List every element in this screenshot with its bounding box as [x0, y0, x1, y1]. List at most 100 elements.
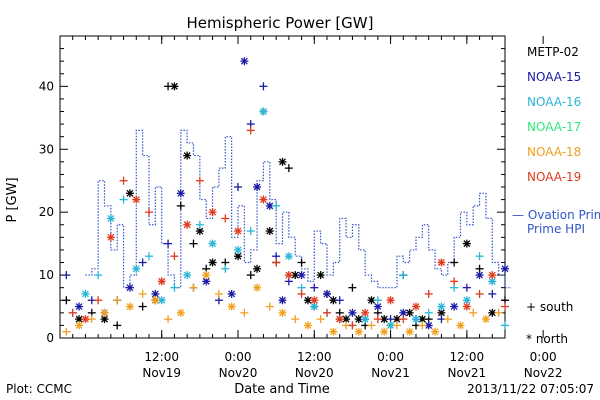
legend: METP-02 NOAA-15 NOAA-16 NOAA-17 NOAA-18 NOAA-… [527, 45, 581, 184]
data-point [278, 308, 287, 317]
star-d2 [183, 152, 191, 160]
star-d2 [488, 277, 496, 285]
data-point [246, 271, 255, 280]
star-d2 [132, 265, 140, 273]
data-point [367, 321, 376, 330]
y-tick-label: 30 [39, 142, 54, 156]
data-point [265, 227, 274, 236]
star-d2 [75, 315, 83, 323]
data-point [424, 308, 433, 317]
data-point [138, 258, 147, 267]
data-point [68, 308, 77, 317]
star-d2 [488, 271, 496, 279]
star-d2 [253, 183, 261, 191]
x-tick-day: Nov21 [371, 366, 410, 380]
star-d2 [298, 271, 306, 279]
data-point [183, 271, 192, 280]
star-d2 [450, 303, 458, 311]
data-point [259, 82, 268, 91]
star-d2 [285, 271, 293, 279]
data-point [437, 258, 446, 267]
data-point [316, 315, 325, 324]
data-point [348, 321, 357, 330]
data-point [284, 271, 293, 280]
series-layer [62, 57, 509, 336]
data-point [303, 296, 312, 305]
data-point [424, 321, 433, 330]
data-point [431, 327, 440, 336]
data-point [183, 220, 192, 229]
star-d2 [463, 296, 471, 304]
star-d2 [183, 271, 191, 279]
star-d2 [209, 259, 217, 266]
star-d2 [437, 303, 445, 311]
star-d2 [437, 259, 445, 266]
data-point [145, 252, 153, 261]
data-point [361, 308, 370, 317]
star-d2 [240, 57, 248, 65]
star-d2 [170, 82, 178, 90]
symbol-legend: + south * north [526, 300, 573, 346]
star-d2 [387, 321, 395, 329]
data-point [113, 296, 122, 305]
star-d2 [259, 196, 267, 204]
data-point [100, 308, 109, 317]
y-tick-label: 40 [39, 79, 54, 93]
data-point [462, 283, 471, 292]
data-point [335, 315, 344, 324]
data-point [475, 252, 484, 261]
data-point [284, 252, 293, 261]
data-point [62, 296, 71, 305]
data-point [183, 151, 192, 160]
series-noaa-16 [68, 107, 509, 330]
data-point [278, 157, 287, 166]
star-d2 [291, 271, 299, 279]
data-point [462, 239, 471, 248]
star-d2 [418, 315, 426, 323]
star-d2 [132, 196, 140, 204]
star-d2 [304, 296, 312, 304]
x-tick-time: 12:00 [144, 350, 179, 364]
south-label: + south [526, 300, 573, 314]
star-d2 [355, 328, 363, 336]
data-point [354, 327, 363, 336]
data-point [202, 271, 211, 280]
star-d2 [368, 296, 375, 304]
data-point [443, 315, 452, 324]
data-point [119, 176, 128, 185]
data-point [176, 201, 185, 210]
data-point [195, 176, 204, 185]
star-d2 [202, 271, 210, 279]
data-point [253, 283, 262, 292]
star-d2 [304, 321, 312, 329]
star-d2 [317, 271, 325, 279]
star-d2 [310, 303, 318, 311]
series-noaa-19 [68, 126, 509, 330]
data-point [310, 283, 319, 292]
data-point [412, 315, 420, 324]
star-d2 [158, 277, 166, 285]
data-point [106, 214, 115, 223]
legend-entry: NOAA-15 [527, 70, 581, 84]
data-point [450, 277, 459, 286]
data-point [501, 264, 509, 273]
x-tick-time: 0:00 [225, 350, 252, 364]
x-tick-day: Nov20 [295, 366, 334, 380]
x-tick-time: 12:00 [297, 350, 332, 364]
data-point [208, 239, 217, 248]
data-point [475, 289, 484, 298]
star-d2 [151, 290, 159, 298]
data-point [323, 289, 331, 298]
star-d2 [107, 233, 115, 241]
data-point [94, 296, 103, 305]
data-point [373, 315, 382, 324]
star-d2 [75, 303, 83, 311]
star-d2 [463, 240, 471, 248]
star-d2 [234, 227, 242, 235]
star-d2 [393, 315, 401, 323]
data-point [106, 233, 115, 242]
y-axis: 0 10 20 30 40 [39, 48, 505, 345]
star-d2 [476, 271, 484, 279]
star-d2 [425, 321, 433, 329]
